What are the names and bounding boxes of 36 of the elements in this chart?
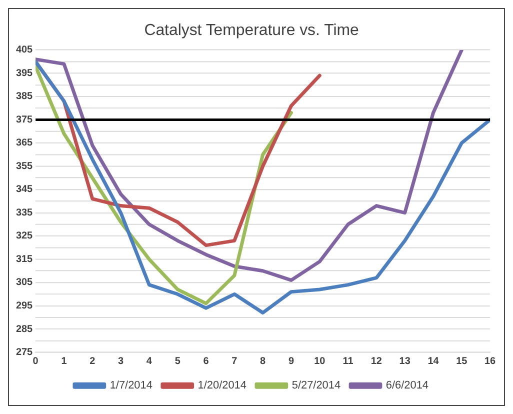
- x-tick-label: 1: [61, 356, 68, 367]
- x-tick-label: 4: [146, 356, 152, 367]
- x-tick-label: 7: [232, 356, 238, 367]
- y-tick-label: 325: [16, 230, 34, 242]
- x-tick-label: 14: [428, 356, 440, 367]
- x-tick-label: 16: [484, 356, 496, 367]
- legend-label: 1/7/2014: [110, 380, 152, 392]
- x-tick-label: 0: [32, 356, 39, 367]
- chart-title: Catalyst Temperature vs. Time: [144, 22, 359, 39]
- x-tick-label: 8: [260, 356, 266, 367]
- x-tick-label: 5: [174, 356, 181, 367]
- legend-label: 6/6/2014: [386, 380, 429, 392]
- x-tick-label: 12: [370, 356, 382, 367]
- x-tick-label: 15: [456, 356, 468, 367]
- x-tick-label: 3: [118, 356, 124, 367]
- y-tick-label: 305: [16, 277, 34, 288]
- x-tick-label: 6: [203, 356, 210, 367]
- y-tick-label: 335: [16, 207, 34, 218]
- y-tick-label: 345: [16, 184, 34, 196]
- y-tick-label: 355: [16, 160, 34, 172]
- y-tick-label: 295: [16, 300, 34, 312]
- y-tick-label: 395: [16, 68, 34, 79]
- y-tick-label: 315: [16, 254, 34, 265]
- x-tick-label: 9: [288, 356, 294, 367]
- legend-label: 5/27/2014: [292, 380, 341, 392]
- y-tick-label: 405: [16, 44, 34, 56]
- y-tick-label: 385: [16, 91, 34, 102]
- y-tick-label: 375: [16, 114, 34, 126]
- x-tick-label: 2: [90, 356, 96, 367]
- y-tick-label: 365: [16, 138, 34, 149]
- y-tick-label: 275: [16, 347, 34, 358]
- legend-label: 1/20/2014: [198, 380, 246, 392]
- x-tick-label: 11: [342, 356, 354, 367]
- y-tick-label: 285: [16, 324, 34, 335]
- x-tick-label: 13: [399, 356, 411, 367]
- x-tick-label: 10: [314, 356, 326, 367]
